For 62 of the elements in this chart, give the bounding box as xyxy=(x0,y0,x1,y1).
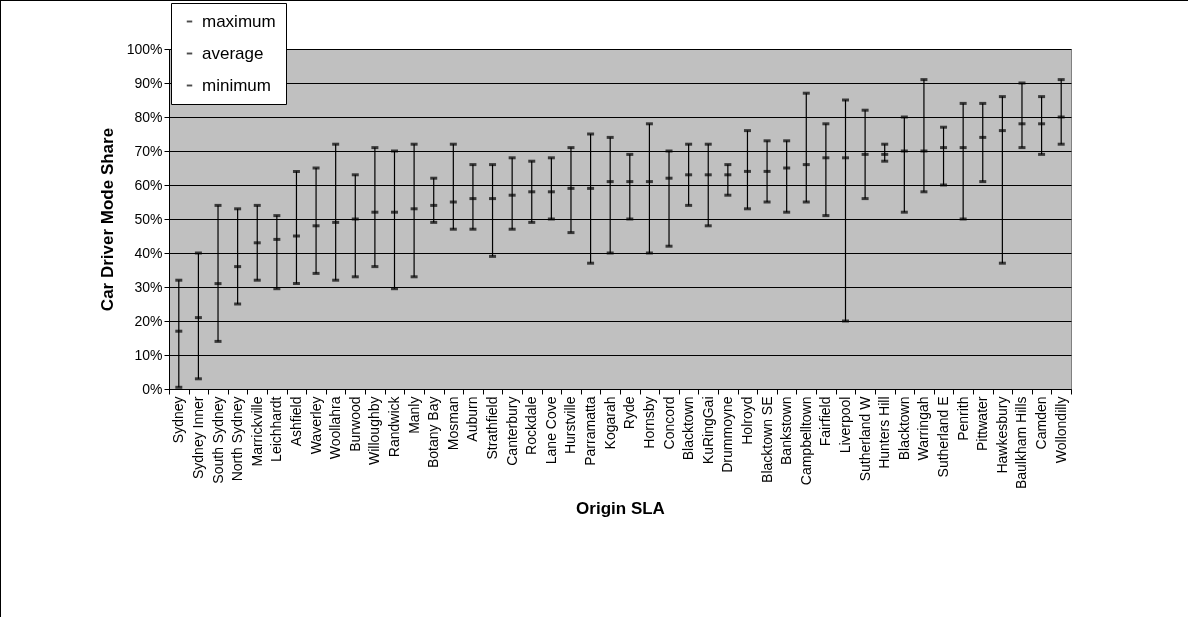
x-tick-label: South Sydney xyxy=(209,396,226,484)
x-tick-label: Liverpool xyxy=(837,396,853,454)
x-tick-label: Strathfield xyxy=(484,396,501,460)
x-tick-label: Woollahra xyxy=(327,396,344,460)
x-tick-label: Auburn xyxy=(464,396,481,442)
x-tick-label: Parramatta xyxy=(582,396,599,466)
x-tick-label: Campbelltown xyxy=(797,396,814,486)
x-tick-label: Penrith xyxy=(954,396,971,441)
y-tick-label: 60% xyxy=(134,176,163,193)
x-tick-label: North Sydney xyxy=(229,396,246,482)
x-tick-label: Ryde xyxy=(621,396,638,430)
x-tick-label: Waverley xyxy=(307,396,324,455)
x-tick-label: Blacktown SE xyxy=(758,396,775,483)
legend-label: minimum xyxy=(202,75,271,95)
y-axis-title: Car Driver Mode Share xyxy=(97,127,117,312)
x-tick-label: Marrickville xyxy=(248,396,265,467)
x-tick-label: Sutherland W xyxy=(856,395,873,482)
x-tick-label: Fairfield xyxy=(817,396,834,447)
x-tick-label: Manly xyxy=(405,396,422,434)
x-tick-label: Blacktown xyxy=(895,396,912,461)
x-tick-label: Warringah xyxy=(915,396,932,461)
x-tick-label: Hornsby xyxy=(640,396,657,449)
x-tick-label: Bankstown xyxy=(778,396,795,465)
y-tick-label: 20% xyxy=(134,312,163,329)
x-tick-label: Drummoyne xyxy=(719,396,736,473)
x-tick-label: Pittwater xyxy=(974,396,991,451)
x-tick-label: Baulkham Hills xyxy=(1013,396,1030,490)
x-tick-label: Kogarah xyxy=(601,396,618,450)
x-axis-title: Origin SLA xyxy=(576,499,665,519)
x-tick-label: Leichhardt xyxy=(268,396,285,462)
x-tick-label: Botany Bay xyxy=(425,396,442,469)
legend-label: average xyxy=(202,43,264,63)
x-tick-label: Sydney xyxy=(170,396,187,444)
x-tick-label: Hawkesbury xyxy=(993,396,1010,474)
y-tick-label: 30% xyxy=(134,278,163,295)
x-tick-label: Rockdale xyxy=(523,396,540,455)
legend-label: maximum xyxy=(202,11,276,31)
x-tick-label: Concord xyxy=(660,396,677,450)
x-tick-label: Burwood xyxy=(346,396,363,452)
x-tick-label: Mosman xyxy=(444,396,461,451)
x-tick-label: Canterbury xyxy=(503,396,520,466)
x-tick-label: KuRingGai xyxy=(699,396,716,465)
x-tick-label: Wollondilly xyxy=(1052,396,1069,464)
y-tick-label: 70% xyxy=(134,142,163,159)
x-tick-label: Hurstville xyxy=(562,396,579,455)
x-tick-label: Hunters Hill xyxy=(876,396,893,469)
x-tick-label: Willoughby xyxy=(366,396,383,465)
y-tick-label: 90% xyxy=(134,74,163,91)
y-tick-label: 100% xyxy=(126,40,163,57)
x-tick-label: Lane Cove xyxy=(542,396,559,465)
x-tick-label: Sutherland E xyxy=(935,396,952,478)
x-tick-label: Sydney Inner xyxy=(189,396,206,479)
y-tick-label: 40% xyxy=(134,244,163,261)
x-tick-label: Camden xyxy=(1033,396,1050,450)
x-tick-label: Blacktown xyxy=(680,396,697,461)
y-tick-label: 10% xyxy=(134,346,163,363)
x-tick-label: Holroyd xyxy=(738,396,755,445)
y-tick-label: 0% xyxy=(142,380,163,397)
y-tick-label: 80% xyxy=(134,108,163,125)
x-tick-label: Ashfield xyxy=(287,396,304,447)
x-tick-label: Randwick xyxy=(386,395,402,458)
y-tick-label: 50% xyxy=(134,210,163,227)
